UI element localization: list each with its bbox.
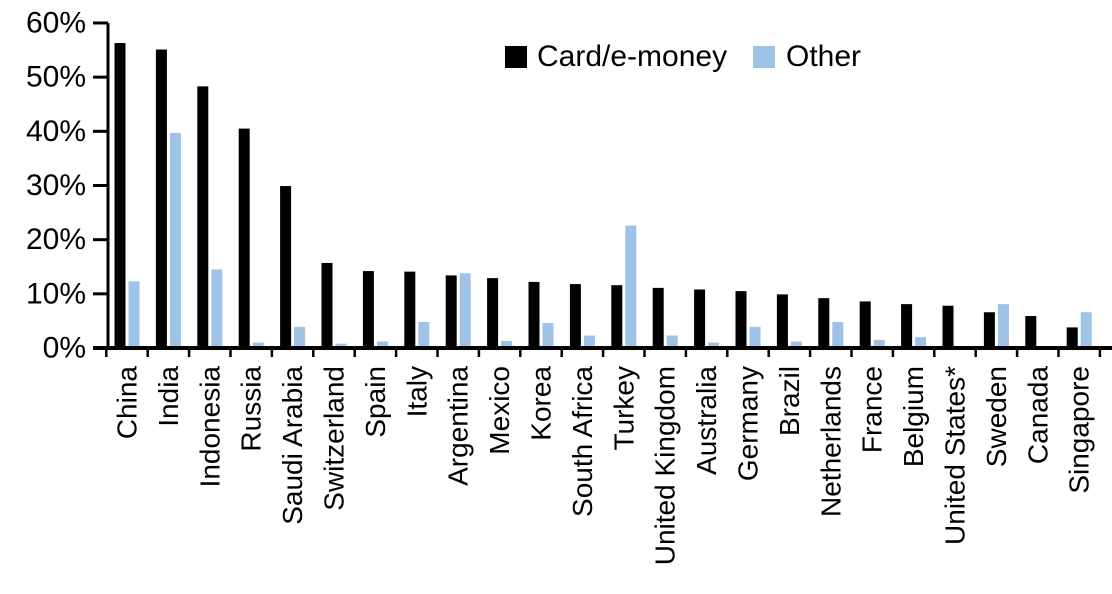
bar-other-france	[873, 339, 885, 348]
legend-swatch-other	[753, 46, 775, 68]
bar-other-germany	[749, 326, 761, 348]
legend-swatch-card-e-money	[505, 46, 527, 68]
x-axis-label-singapore: Singapore	[1064, 366, 1095, 494]
bar-other-korea	[542, 323, 554, 348]
bar-card-e-money-spain	[362, 271, 374, 348]
bar-card-e-money-turkey	[611, 285, 623, 348]
bar-card-e-money-switzerland	[321, 262, 333, 348]
bar-other-singapore	[1080, 312, 1092, 348]
x-axis-label-brazil: Brazil	[774, 366, 805, 436]
x-axis-label-russia: Russia	[236, 366, 267, 452]
bar-other-argentina	[459, 273, 471, 348]
bar-other-spain	[376, 341, 388, 348]
y-axis-label: 40%	[26, 115, 86, 148]
bar-other-south-africa	[583, 335, 595, 348]
bar-other-saudi-arabia	[294, 326, 306, 348]
bar-card-e-money-mexico	[487, 278, 499, 348]
bar-other-switzerland	[335, 343, 347, 348]
bar-card-e-money-canada	[1025, 316, 1037, 348]
bar-other-russia	[252, 342, 264, 348]
x-axis-label-south-africa: South Africa	[567, 366, 598, 517]
x-axis-label-switzerland: Switzerland	[319, 366, 350, 511]
bar-card-e-money-australia	[694, 289, 706, 348]
bar-card-e-money-brazil	[776, 294, 788, 348]
bar-card-e-money-south-africa	[569, 284, 581, 348]
y-axis-label: 10%	[26, 277, 86, 310]
bar-card-e-money-france	[859, 301, 871, 348]
bar-card-e-money-china	[114, 43, 126, 349]
bar-card-e-money-saudi-arabia	[280, 186, 292, 348]
bar-card-e-money-italy	[404, 271, 416, 348]
bar-other-netherlands	[832, 321, 844, 348]
legend-label-other: Other	[786, 40, 861, 73]
bar-card-e-money-united-states	[942, 305, 954, 348]
x-axis-label-turkey: Turkey	[608, 366, 639, 451]
bar-other-sweden	[997, 304, 1009, 348]
bar-other-china	[128, 281, 140, 348]
legend-label-card-e-money: Card/e-money	[537, 40, 727, 73]
x-axis-label-united-kingdom: United Kingdom	[650, 366, 681, 565]
bar-other-indonesia	[211, 269, 223, 348]
bar-card-e-money-united-kingdom	[652, 287, 664, 348]
bar-other-italy	[418, 321, 430, 348]
bar-card-e-money-netherlands	[818, 298, 830, 348]
x-axis-label-sweden: Sweden	[981, 366, 1012, 467]
bar-other-mexico	[501, 340, 513, 348]
bar-card-e-money-sweden	[983, 312, 995, 348]
y-axis-label: 60%	[26, 6, 86, 39]
bar-card-e-money-singapore	[1066, 327, 1078, 348]
bar-card-e-money-india	[155, 49, 167, 348]
bar-card-e-money-germany	[735, 291, 747, 348]
x-axis-label-australia: Australia	[691, 366, 722, 475]
bar-other-india	[169, 132, 181, 348]
bar-other-australia	[708, 342, 720, 348]
x-axis-label-belgium: Belgium	[898, 366, 929, 467]
y-axis-label: 30%	[26, 169, 86, 202]
bar-other-united-kingdom	[666, 335, 678, 348]
x-axis-label-india: India	[153, 366, 184, 427]
x-axis-label-netherlands: Netherlands	[815, 366, 846, 517]
bar-card-e-money-belgium	[901, 304, 913, 348]
x-axis-label-indonesia: Indonesia	[194, 366, 225, 488]
x-axis-label-saudi-arabia: Saudi Arabia	[277, 366, 308, 525]
bar-card-e-money-argentina	[445, 275, 457, 348]
bar-card-e-money-russia	[238, 128, 250, 348]
x-axis-label-china: China	[112, 366, 143, 440]
x-axis-label-canada: Canada	[1022, 366, 1053, 465]
x-axis-label-united-states: United States*	[940, 366, 971, 545]
bar-other-brazil	[790, 341, 802, 348]
bar-other-turkey	[625, 225, 637, 348]
x-axis-label-korea: Korea	[526, 366, 557, 441]
bar-other-belgium	[915, 337, 927, 348]
y-axis-label: 0%	[43, 332, 86, 365]
bar-card-e-money-korea	[528, 281, 540, 348]
x-axis-label-france: France	[857, 366, 888, 453]
x-axis-label-mexico: Mexico	[484, 366, 515, 455]
y-axis-label: 20%	[26, 223, 86, 256]
x-axis-label-germany: Germany	[733, 366, 764, 481]
x-axis-label-argentina: Argentina	[443, 366, 474, 486]
x-axis-label-italy: Italy	[401, 366, 432, 417]
x-axis-label-spain: Spain	[360, 366, 391, 438]
y-axis-label: 50%	[26, 61, 86, 94]
bar-card-e-money-indonesia	[197, 86, 209, 349]
